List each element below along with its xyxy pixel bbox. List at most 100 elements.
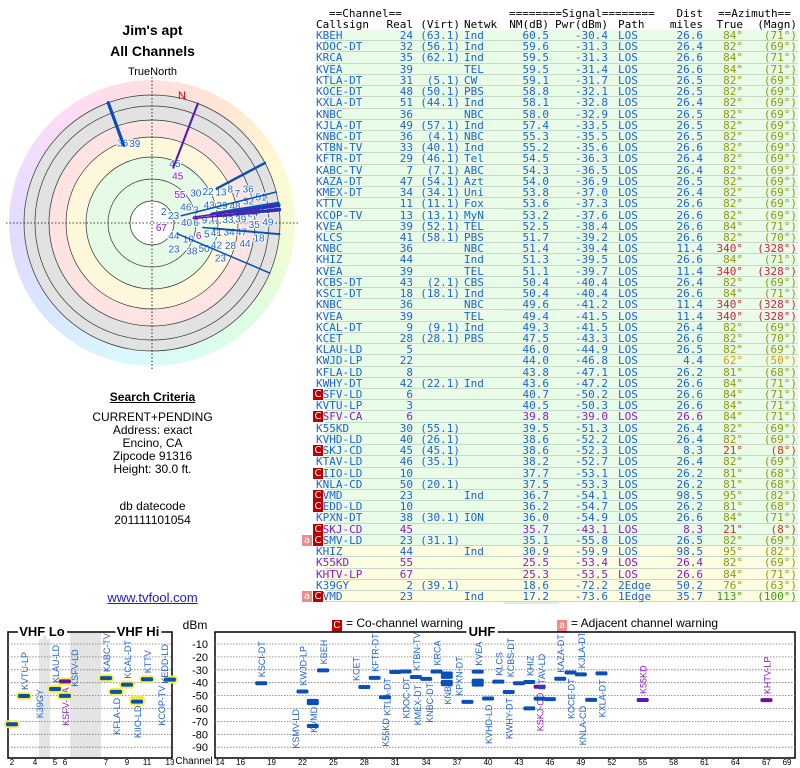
row-callsign: KSFV-LD	[316, 388, 363, 402]
row-dist: 26.4	[676, 320, 704, 334]
row-dist: 8.3	[683, 522, 703, 536]
polar-station-ray	[192, 204, 280, 218]
row-az-magn: (68°)	[763, 477, 797, 491]
row-virt: (22.1)	[420, 376, 460, 390]
row-az-magn: (71°)	[763, 399, 797, 413]
row-pwr: -52.3	[574, 444, 608, 458]
dbm-tick-label: -30	[192, 665, 208, 677]
table-row: KNLA-CD 50 (20.1) 37.5 -53.3 LOS 26.2 81° (68°)	[316, 477, 798, 491]
row-az-magn: (82°)	[763, 489, 797, 503]
row-netwk: Ind	[464, 253, 484, 267]
station-marker-label: KNBC-DT	[425, 682, 435, 723]
row-az-magn: (328°)	[757, 242, 797, 256]
row-path: LOS	[618, 432, 638, 446]
row-virt: (11.1)	[420, 197, 460, 211]
row-az-true: 84°	[723, 410, 743, 424]
row-path: LOS	[618, 219, 638, 233]
co-channel-warning-icon: C	[313, 501, 323, 513]
row-real: 11	[399, 197, 413, 211]
station-marker	[482, 696, 495, 701]
row-nm: 59.5	[522, 62, 550, 76]
station-marker	[512, 681, 525, 686]
row-netwk: Ind	[464, 29, 484, 42]
row-nm: 18.6	[522, 578, 550, 592]
row-az-true: 84°	[723, 567, 743, 581]
station-marker	[296, 689, 309, 694]
tvfool-link[interactable]: www.tvfool.com	[107, 590, 198, 605]
row-netwk: MyN	[464, 208, 484, 222]
station-marker-label: KVTU-LP	[20, 652, 30, 690]
row-az-magn: (70°)	[763, 230, 797, 244]
row-az-magn: (68°)	[763, 365, 797, 379]
row-path: LOS	[618, 533, 638, 547]
row-netwk: Ind	[464, 376, 484, 390]
station-marker	[440, 674, 453, 679]
row-nm: 58.0	[522, 107, 550, 121]
row-real: 42	[399, 376, 413, 390]
row-path: LOS	[618, 174, 638, 188]
row-az-true: 340°	[716, 298, 744, 312]
station-marker-label: KSCI-DT	[257, 641, 267, 678]
station-marker-label: KNLA-CD	[578, 705, 588, 745]
row-real: 24	[399, 29, 413, 42]
polar-plot: N243235393148513649332974734111341364439…	[6, 77, 298, 369]
co-channel-warning-icon: C	[313, 411, 323, 423]
row-callsign: KSCI-DT	[316, 287, 363, 301]
channel-tick: 61	[700, 758, 709, 767]
row-callsign: KSKJ-CD	[316, 522, 363, 536]
row-virt: (4.1)	[426, 129, 460, 143]
channel-axis-label: Channel	[175, 756, 212, 767]
row-netwk: TEL	[464, 309, 484, 323]
row-az-true: 82°	[723, 141, 743, 155]
table-row: KAZA-DT 47 (54.1) Azt 54.0 -36.9 LOS 26.5 82° (69…	[316, 174, 798, 188]
station-marker	[523, 706, 536, 711]
row-virt: (45.1)	[420, 444, 460, 458]
row-az-magn: (69°)	[763, 163, 797, 177]
co-channel-warning-icon: C	[313, 445, 323, 457]
row-pwr: -52.7	[574, 455, 608, 469]
row-pwr: -40.4	[574, 287, 608, 301]
search-criteria-heading: Search Criteria	[109, 390, 196, 404]
station-marker-label: KCBS-DT	[506, 637, 516, 677]
row-real: 10	[399, 466, 413, 480]
polar-station-ray	[192, 208, 281, 220]
warning-badges: C	[299, 490, 323, 502]
row-path: LOS	[618, 40, 638, 54]
table-row: KDOC-DT 32 (56.1) Ind 59.6 -31.3 LOS 26.4 82° (69…	[316, 40, 798, 54]
row-path: LOS	[618, 545, 638, 559]
row-netwk: Ind	[464, 118, 484, 132]
col-az-magn: (Magn)	[757, 18, 797, 31]
row-az-true: 76°	[723, 578, 743, 592]
row-dist: 26.6	[676, 62, 704, 76]
row-real: 48	[399, 85, 413, 99]
row-az-magn: (71°)	[763, 388, 797, 402]
row-real: 67	[399, 567, 413, 581]
row-nm: 51.4	[522, 242, 550, 256]
row-az-true: 113°	[716, 590, 744, 603]
row-nm: 40.5	[522, 399, 550, 413]
row-pwr: -73.6	[574, 590, 608, 603]
search-line: Height: 30.0 ft.	[113, 462, 192, 476]
row-nm: 53.2	[522, 208, 550, 222]
row-path: LOS	[618, 253, 638, 267]
row-az-true: 340°	[716, 242, 744, 256]
row-path: LOS	[618, 556, 638, 570]
search-line: Encino, CA	[122, 436, 183, 450]
row-az-true: 84°	[723, 376, 743, 390]
station-marker	[141, 677, 153, 682]
dbm-tick-label: -60	[192, 704, 208, 716]
polar-channel-label: 5	[204, 230, 210, 241]
row-az-true: 82°	[723, 208, 743, 222]
row-nm: 39.5	[522, 421, 550, 435]
row-path: LOS	[618, 331, 638, 345]
row-netwk: Ind	[464, 489, 484, 503]
row-real: 45	[399, 444, 413, 458]
row-pwr: -40.4	[574, 275, 608, 289]
row-callsign: KCET	[316, 331, 343, 345]
row-az-magn: (328°)	[757, 309, 797, 323]
row-az-true: 84°	[723, 399, 743, 413]
group-azimuth-header: ==Azimuth==	[718, 7, 791, 20]
row-az-true: 82°	[723, 331, 743, 345]
row-nm: 25.3	[522, 567, 550, 581]
row-nm: 38.6	[522, 432, 550, 446]
